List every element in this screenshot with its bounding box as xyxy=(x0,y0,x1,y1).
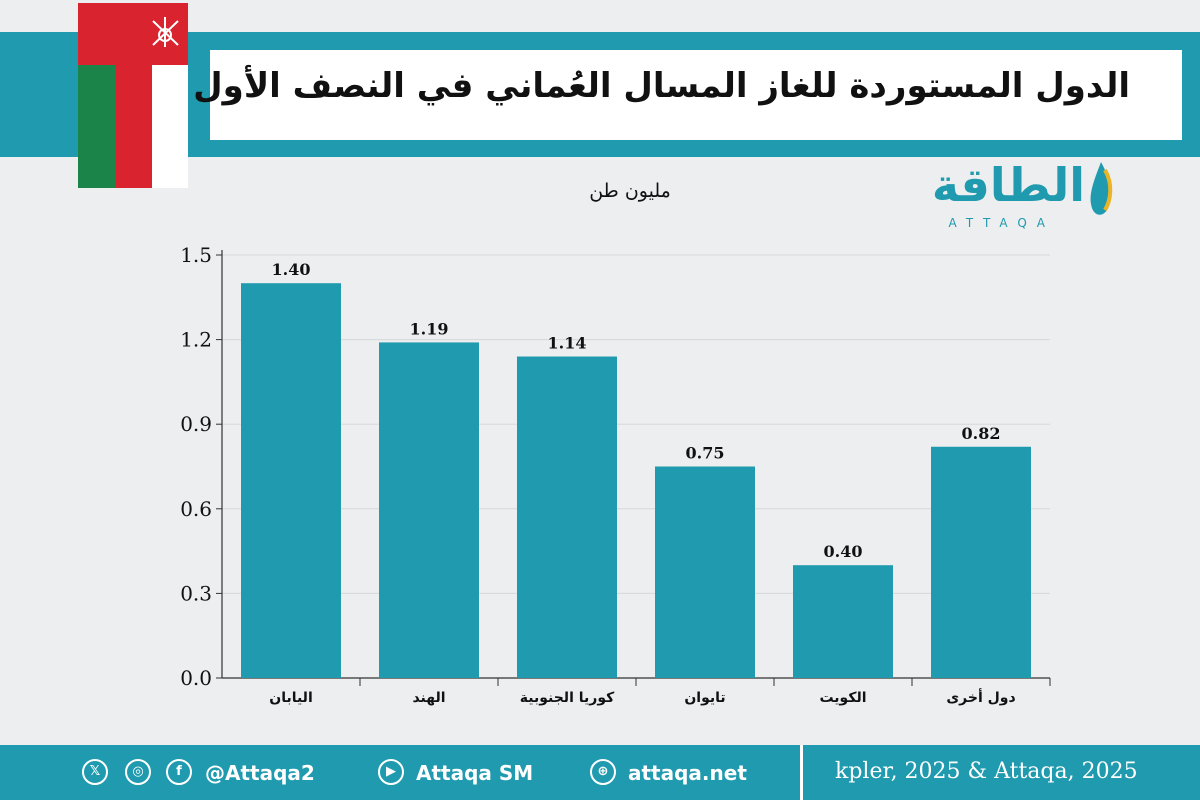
bar xyxy=(241,283,341,678)
y-tick-label: 1.5 xyxy=(180,243,212,267)
category-label: كوريا الجنوبية xyxy=(520,690,615,706)
data-label: 0.75 xyxy=(686,444,725,463)
footer: 𝕏 ◎ f @Attaqa2 ▶ Attaqa SM ⊕ attaqa.net … xyxy=(0,745,1200,800)
facebook-icon[interactable]: f xyxy=(166,759,192,785)
y-tick-label: 0.6 xyxy=(180,497,212,521)
category-label: اليابان xyxy=(269,690,313,706)
data-label: 1.14 xyxy=(548,334,587,353)
bar xyxy=(379,342,479,678)
y-tick-label: 1.2 xyxy=(180,328,212,352)
bar xyxy=(655,466,755,678)
title-band: الدول المستوردة للغاز المسال العُماني في… xyxy=(0,32,1200,157)
data-label: 0.40 xyxy=(824,542,863,561)
y-tick-label: 0.9 xyxy=(180,412,212,436)
x-icon[interactable]: 𝕏 xyxy=(82,759,108,785)
category-label: الكويت xyxy=(819,690,866,706)
y-tick-label: 0.3 xyxy=(180,581,212,605)
drop-icon xyxy=(1090,162,1113,215)
attaqa-logo: الطاقة ATTAQA xyxy=(925,150,1155,240)
website-link[interactable]: attaqa.net xyxy=(628,761,747,785)
logo-arabic: الطاقة xyxy=(931,158,1085,212)
globe-icon[interactable]: ⊕ xyxy=(590,759,616,785)
instagram-icon[interactable]: ◎ xyxy=(125,759,151,785)
title-box: الدول المستوردة للغاز المسال العُماني في… xyxy=(87,50,1182,140)
logo-latin: ATTAQA xyxy=(948,216,1055,230)
category-label: دول أخرى xyxy=(946,688,1015,706)
youtube-icon[interactable]: ▶ xyxy=(378,759,404,785)
youtube-channel[interactable]: Attaqa SM xyxy=(416,761,534,785)
unit-label: مليون طن xyxy=(589,180,671,202)
social-handle[interactable]: @Attaqa2 xyxy=(205,761,315,785)
data-label: 0.82 xyxy=(962,424,1001,443)
bar xyxy=(793,565,893,678)
source-text: kpler, 2025 & Attaqa, 2025 xyxy=(835,759,1138,784)
bar-chart: 0.0 0.3 0.6 0.9 1.2 1.5 1.40 اليابان 1.19 الهند 1.… xyxy=(180,243,1051,706)
bar xyxy=(931,446,1031,678)
category-label: تايوان xyxy=(684,690,725,706)
footer-divider xyxy=(800,745,803,800)
page-title: الدول المستوردة للغاز المسال العُماني في… xyxy=(87,66,1130,106)
bar xyxy=(517,356,617,678)
y-tick-label: 0.0 xyxy=(180,666,212,690)
category-label: الهند xyxy=(412,690,445,706)
data-label: 1.40 xyxy=(272,260,311,279)
data-label: 1.19 xyxy=(410,319,449,338)
oman-flag-icon xyxy=(78,3,188,188)
